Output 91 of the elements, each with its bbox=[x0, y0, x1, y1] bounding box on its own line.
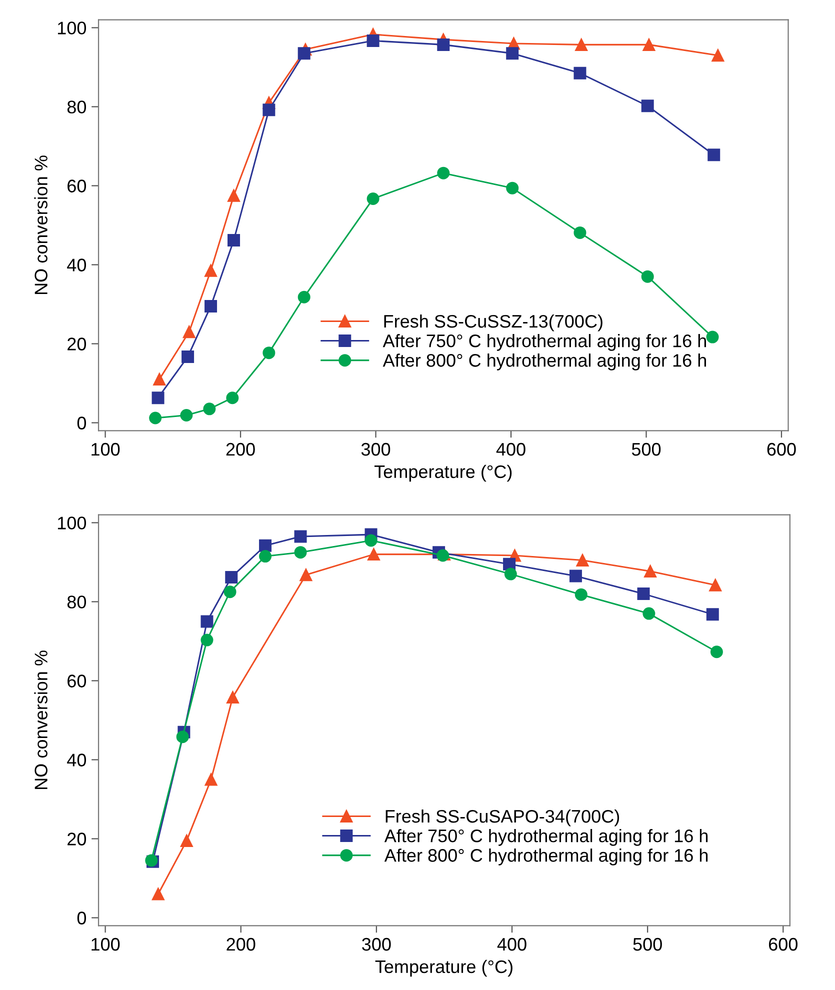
point bbox=[182, 326, 196, 338]
y-tick-label: 0 bbox=[77, 912, 86, 924]
point bbox=[182, 350, 194, 364]
x-tick-label: 200 bbox=[226, 442, 255, 456]
point bbox=[180, 408, 193, 422]
point bbox=[706, 330, 719, 344]
point bbox=[506, 182, 519, 194]
point bbox=[294, 546, 307, 559]
point bbox=[574, 66, 586, 80]
point bbox=[710, 646, 723, 658]
point bbox=[226, 392, 239, 404]
point bbox=[437, 166, 450, 180]
point bbox=[228, 189, 240, 202]
x-tick-label: 400 bbox=[496, 442, 526, 456]
legend-label: After 750° C hydrothermal aging for 16 h bbox=[382, 334, 706, 351]
point bbox=[152, 392, 164, 404]
point bbox=[642, 38, 656, 51]
point bbox=[709, 578, 722, 592]
y-tick-label: 100 bbox=[58, 516, 86, 530]
point bbox=[644, 565, 657, 578]
point bbox=[259, 539, 272, 552]
x-tick-label: 600 bbox=[768, 938, 798, 951]
legend-label: After 800° C hydrothermal aging for 16 h bbox=[382, 354, 706, 370]
y-tick-label: 20 bbox=[68, 832, 86, 846]
x-tick-label: 500 bbox=[633, 938, 662, 951]
point bbox=[259, 550, 272, 563]
point bbox=[298, 290, 310, 304]
point bbox=[300, 568, 312, 582]
point bbox=[575, 38, 588, 51]
point bbox=[364, 534, 378, 547]
point bbox=[706, 608, 719, 621]
point bbox=[574, 588, 588, 601]
point bbox=[226, 691, 239, 704]
y-tick-label: 0 bbox=[77, 416, 86, 430]
point bbox=[200, 615, 214, 628]
point bbox=[149, 412, 162, 424]
point bbox=[366, 34, 380, 47]
y-tick-label: 80 bbox=[67, 596, 86, 608]
point bbox=[437, 38, 450, 51]
point bbox=[708, 148, 720, 162]
point bbox=[641, 100, 654, 112]
legend-label: After 800° C hydrothermal aging for 16 h bbox=[384, 848, 708, 866]
x-tick-label: 400 bbox=[497, 938, 526, 951]
x-tick-label: 200 bbox=[226, 938, 256, 951]
x-tick-label: 600 bbox=[767, 442, 796, 456]
point bbox=[204, 264, 218, 277]
point bbox=[712, 49, 724, 62]
x-tick-label: 100 bbox=[92, 442, 120, 456]
point bbox=[262, 104, 276, 116]
legend-label: After 750° C hydrothermal aging for 16 h bbox=[384, 829, 708, 846]
y-axis-title: NO conversion % bbox=[34, 156, 48, 294]
y-tick-label: 80 bbox=[67, 100, 86, 114]
point bbox=[224, 586, 236, 598]
y-axis-title: NO conversion % bbox=[34, 650, 48, 789]
legend-label: Fresh SS-CuSAPO-34(700C) bbox=[386, 809, 620, 826]
point bbox=[569, 570, 582, 582]
point bbox=[225, 570, 238, 584]
point bbox=[506, 47, 519, 60]
point bbox=[262, 346, 276, 360]
point bbox=[204, 773, 218, 786]
point bbox=[153, 373, 166, 386]
point bbox=[180, 834, 193, 847]
y-tick-label: 60 bbox=[68, 180, 86, 192]
x-tick-label: 300 bbox=[361, 442, 390, 456]
point bbox=[641, 270, 654, 283]
point bbox=[152, 888, 164, 900]
point bbox=[574, 226, 586, 239]
point bbox=[642, 607, 656, 620]
point bbox=[203, 402, 216, 416]
legend-label: Fresh SS-CuSSZ-13(700C) bbox=[384, 314, 602, 332]
point bbox=[298, 47, 310, 60]
y-tick-label: 40 bbox=[67, 754, 86, 766]
x-tick-label: 100 bbox=[92, 938, 120, 951]
point bbox=[228, 234, 240, 246]
point bbox=[176, 730, 189, 744]
point bbox=[200, 634, 214, 646]
y-tick-label: 20 bbox=[68, 338, 86, 350]
y-tick-label: 40 bbox=[67, 258, 86, 272]
point bbox=[576, 554, 589, 566]
y-tick-label: 60 bbox=[68, 674, 86, 688]
point bbox=[637, 588, 650, 600]
x-axis-title: Temperature (°C) bbox=[374, 464, 512, 482]
x-tick-label: 500 bbox=[632, 442, 661, 456]
point bbox=[366, 192, 380, 206]
x-axis-title: Temperature (°C) bbox=[375, 960, 512, 977]
point bbox=[204, 300, 218, 312]
point bbox=[504, 568, 517, 580]
point bbox=[367, 548, 380, 561]
point bbox=[294, 530, 307, 543]
x-tick-label: 300 bbox=[362, 938, 391, 951]
y-tick-label: 100 bbox=[58, 22, 86, 34]
